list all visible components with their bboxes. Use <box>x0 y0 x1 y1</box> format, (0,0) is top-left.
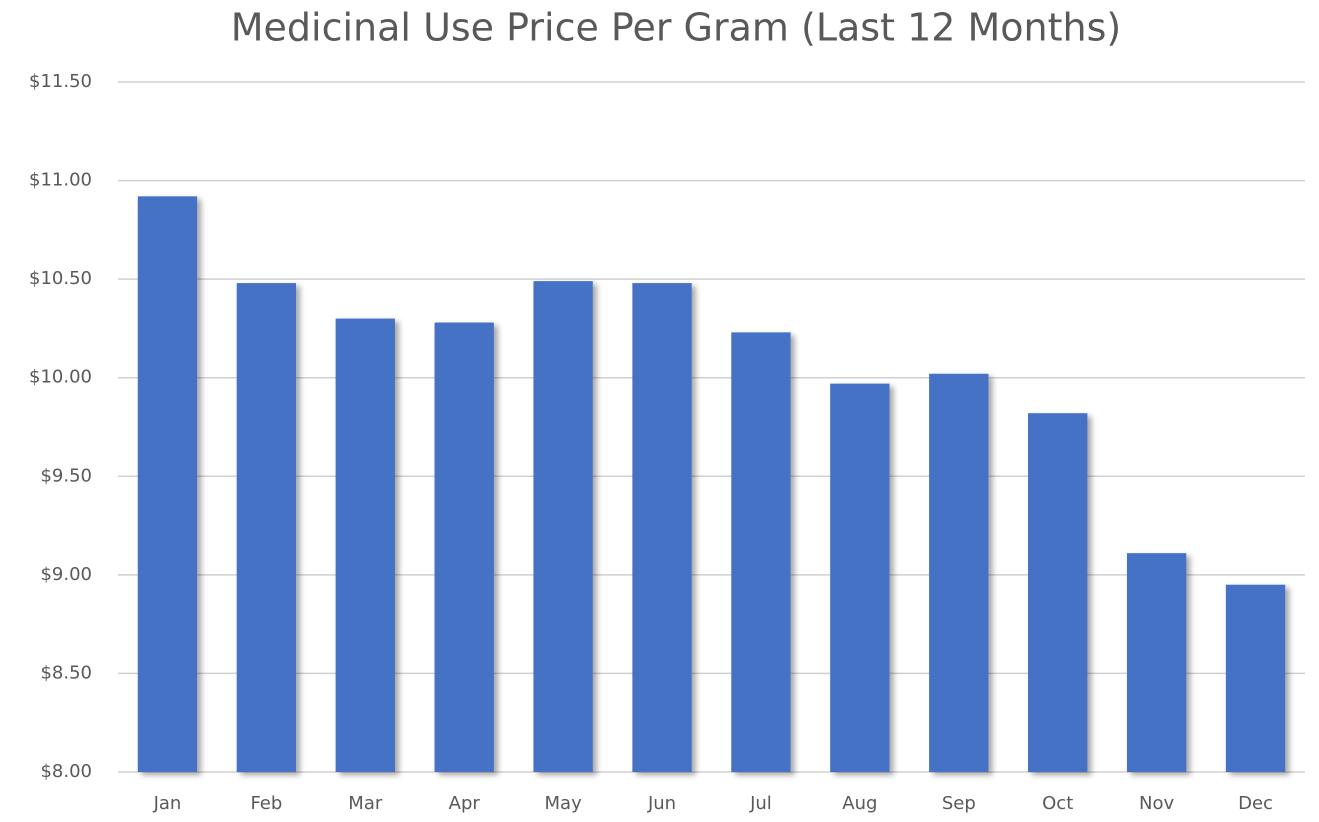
x-tick-label: Aug <box>842 793 877 814</box>
x-tick-label: Apr <box>449 793 481 814</box>
x-tick-label: Sep <box>942 793 976 814</box>
x-tick-label: Dec <box>1238 793 1273 814</box>
bar <box>1126 553 1187 772</box>
bar <box>236 283 297 772</box>
bar <box>1225 584 1286 772</box>
bar <box>434 322 494 772</box>
y-tick-label: $9.00 <box>40 564 92 585</box>
y-tick-label: $8.50 <box>40 662 92 683</box>
y-tick-label: $10.00 <box>29 367 92 388</box>
bar <box>731 332 791 772</box>
y-tick-label: $11.00 <box>29 170 92 191</box>
bar <box>1028 413 1088 772</box>
x-tick-label: Jul <box>749 793 772 814</box>
x-tick-label: Jun <box>647 793 676 814</box>
chart-title: Medicinal Use Price Per Gram (Last 12 Mo… <box>231 6 1121 50</box>
x-tick-label: Nov <box>1139 793 1174 814</box>
x-tick-label: Jan <box>153 793 182 814</box>
x-tick-label: Feb <box>250 793 282 814</box>
bar <box>335 318 395 772</box>
y-tick-label: $8.00 <box>40 761 92 782</box>
bar <box>830 383 890 772</box>
y-tick-label: $11.50 <box>29 71 92 92</box>
bar <box>632 283 692 772</box>
y-tick-label: $10.50 <box>29 268 92 289</box>
x-tick-label: May <box>545 793 583 814</box>
bar <box>533 281 593 772</box>
bar <box>929 373 989 772</box>
x-tick-label: Mar <box>348 793 383 814</box>
x-tick-label: Oct <box>1042 793 1073 814</box>
bar <box>137 196 198 773</box>
y-tick-label: $9.50 <box>40 465 92 486</box>
